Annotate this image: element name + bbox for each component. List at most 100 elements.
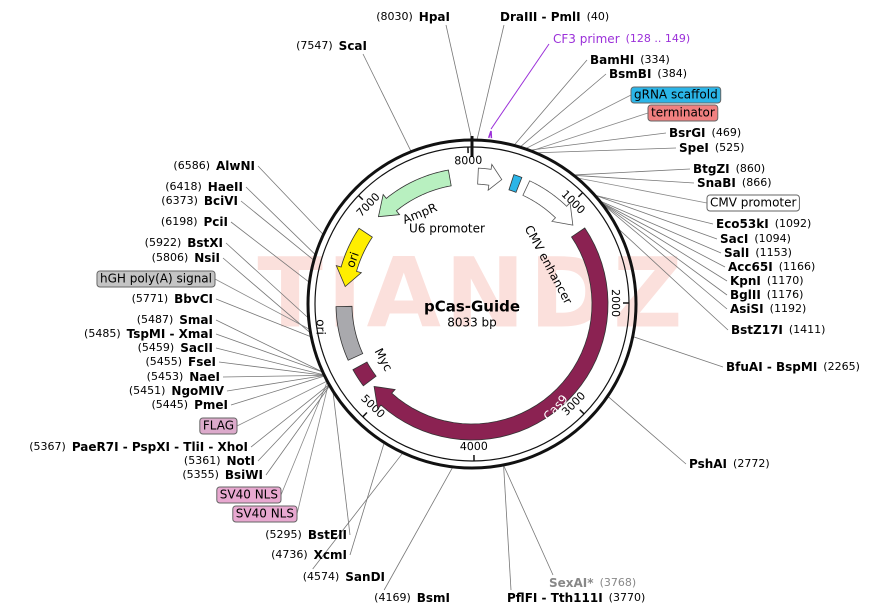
site-leader [596, 195, 714, 225]
primer-name: CF3 primer [553, 32, 620, 46]
site-leader [608, 396, 687, 465]
site-name: NsiI [194, 251, 220, 265]
feature-arc [352, 361, 377, 387]
site-leader [215, 319, 322, 372]
feature-arc [522, 180, 574, 226]
site-position: (40) [587, 10, 610, 23]
site-name: Acc65I [728, 260, 773, 274]
callout-box [706, 194, 800, 212]
site-name: FseI [188, 355, 216, 369]
callout-box [630, 86, 722, 104]
site-label: (5295) BstEII [265, 528, 347, 542]
ring-tick-label: 8000 [454, 154, 482, 168]
callout-leader [296, 384, 329, 515]
site-leader [476, 24, 505, 140]
site-leader [602, 203, 728, 282]
site-label: (5367) PaeR7I - PspXI - TliI - XhoI [29, 440, 248, 454]
site-name: AsiSI [730, 302, 764, 316]
feature-label: ori [314, 319, 328, 335]
site-leader [225, 242, 308, 318]
site-position: (5487) [137, 313, 174, 326]
site-name: BsmBI [609, 67, 651, 81]
site-label: DraIII - PmlI (40) [500, 10, 609, 24]
site-leader [222, 374, 324, 378]
site-label: (5355) BsiWI [182, 468, 263, 482]
site-position: (5453) [147, 370, 184, 383]
site-position: (3770) [609, 591, 646, 604]
site-label: SacI (1094) [720, 232, 791, 246]
site-leader [215, 347, 323, 376]
site-leader [574, 168, 691, 176]
site-position: (5451) [129, 384, 166, 397]
ring-tick-label: 7000 [354, 190, 383, 219]
site-label: BstZ17I (1411) [731, 323, 825, 337]
site-leader [349, 443, 385, 556]
site-name: PshAI [689, 457, 727, 471]
site-position: (525) [715, 141, 745, 154]
site-leader [537, 147, 677, 154]
site-name: TspMI - XmaI [127, 327, 213, 341]
site-label: (5485) TspMI - XmaI [84, 327, 213, 341]
site-label: AsiSI (1192) [730, 302, 806, 316]
callout-label: terminator [651, 106, 715, 120]
site-name: ScaI [339, 39, 367, 53]
site-position: (3768) [600, 576, 637, 589]
site-name: NotI [227, 454, 256, 468]
site-position: (2772) [733, 457, 770, 470]
callout-label: CMV promoter [710, 196, 797, 210]
site-leader [240, 200, 314, 260]
site-leader [383, 467, 453, 591]
site-name: SnaBI [697, 176, 736, 190]
site-position: (6586) [173, 159, 210, 172]
site-label: (5445) PmeI [152, 398, 228, 412]
site-leader [604, 205, 728, 310]
site-position: (2265) [823, 360, 860, 373]
plasmid-name: pCas-Guide [424, 298, 520, 316]
feature-arc [335, 227, 373, 288]
site-name: Eco53kI [716, 217, 769, 231]
site-name: BstEII [308, 528, 347, 542]
callout-label: FLAG [203, 419, 234, 433]
site-position: (6198) [161, 215, 198, 228]
callout-label: hGH poly(A) signal [100, 272, 212, 286]
callout-leader [526, 94, 632, 149]
site-name: BstZ17I [731, 323, 783, 337]
site-leader [362, 53, 412, 151]
ring-tick [579, 409, 585, 415]
site-position: (1411) [789, 323, 826, 336]
site-position: (5922) [145, 236, 182, 249]
site-label: (6586) AlwNI [173, 159, 255, 173]
site-leader [257, 165, 323, 235]
site-label: KpnI (1170) [730, 274, 803, 288]
site-leader [603, 203, 728, 296]
site-name: DraIII - PmlI [500, 10, 581, 24]
site-name: HpaI [419, 10, 450, 24]
site-leader [226, 375, 324, 392]
site-leader [218, 361, 324, 376]
site-label: (5361) NotI [184, 454, 255, 468]
site-leader [332, 393, 351, 536]
site-leader [602, 202, 726, 268]
site-leader [514, 59, 588, 145]
site-label: PshAI (2772) [689, 457, 770, 471]
site-position: (4169) [374, 591, 411, 604]
site-position: (860) [736, 162, 766, 175]
site-name: SmaI [179, 313, 213, 327]
site-label: (8030) HpaI [376, 10, 450, 24]
site-position: (4574) [303, 570, 340, 583]
primer-range: (128 .. 149) [626, 32, 691, 45]
callout-box [199, 417, 238, 435]
site-position: (5445) [152, 398, 189, 411]
site-name: BtgZI [693, 162, 730, 176]
watermark: TIANDZ [257, 237, 686, 349]
feature-arc [373, 227, 609, 441]
site-label: SalI (1153) [724, 246, 792, 260]
plasmid-size: 8033 bp [447, 316, 497, 330]
site-leader [230, 221, 309, 283]
site-leader [575, 175, 695, 184]
site-name: BglII [730, 288, 761, 302]
site-position: (5367) [29, 440, 66, 453]
feature-arc [477, 163, 503, 192]
